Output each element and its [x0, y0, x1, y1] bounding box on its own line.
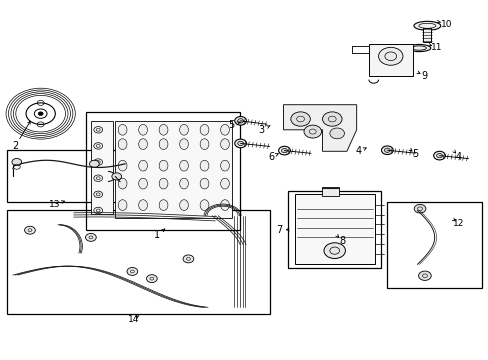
Circle shape — [433, 151, 445, 160]
Ellipse shape — [139, 139, 147, 149]
Circle shape — [146, 275, 157, 283]
Bar — [115, 121, 232, 218]
Circle shape — [381, 146, 392, 154]
Bar — [91, 121, 113, 214]
Circle shape — [324, 243, 345, 258]
Text: 11: 11 — [430, 43, 442, 52]
Bar — [294, 194, 374, 264]
Text: 12: 12 — [452, 219, 464, 228]
Circle shape — [183, 255, 193, 263]
Polygon shape — [283, 105, 356, 151]
Circle shape — [89, 160, 99, 167]
Circle shape — [234, 139, 246, 148]
Ellipse shape — [220, 125, 229, 135]
Circle shape — [237, 119, 243, 123]
Ellipse shape — [220, 200, 229, 211]
Circle shape — [24, 226, 35, 234]
Text: 1: 1 — [153, 230, 160, 239]
Ellipse shape — [139, 160, 147, 171]
Circle shape — [290, 112, 310, 126]
Ellipse shape — [179, 178, 188, 189]
Text: 3: 3 — [258, 125, 264, 135]
Ellipse shape — [200, 160, 208, 171]
Circle shape — [127, 267, 138, 275]
Circle shape — [38, 112, 43, 116]
Circle shape — [418, 271, 430, 280]
Ellipse shape — [179, 125, 188, 135]
Circle shape — [384, 148, 389, 152]
Ellipse shape — [159, 160, 167, 171]
Bar — [6, 211, 269, 315]
Bar — [368, 44, 412, 76]
Circle shape — [304, 125, 321, 138]
Circle shape — [329, 128, 344, 139]
Circle shape — [237, 141, 243, 145]
Ellipse shape — [118, 139, 127, 149]
Ellipse shape — [220, 178, 229, 189]
Text: 2: 2 — [12, 141, 19, 151]
Circle shape — [436, 153, 442, 158]
Circle shape — [413, 204, 425, 213]
Ellipse shape — [179, 200, 188, 211]
Ellipse shape — [118, 125, 127, 135]
Ellipse shape — [200, 139, 208, 149]
Text: 9: 9 — [421, 71, 427, 81]
Bar — [423, 28, 430, 42]
Text: 5: 5 — [411, 149, 417, 159]
Text: 7: 7 — [276, 225, 282, 235]
Ellipse shape — [139, 178, 147, 189]
Ellipse shape — [139, 200, 147, 211]
Bar — [386, 202, 481, 288]
Bar — [321, 187, 338, 196]
Text: 4: 4 — [455, 152, 461, 162]
Circle shape — [281, 148, 287, 153]
Text: 8: 8 — [338, 236, 345, 246]
Text: 13: 13 — [48, 200, 60, 209]
Circle shape — [378, 47, 402, 65]
Text: 4: 4 — [355, 146, 362, 156]
Ellipse shape — [200, 200, 208, 211]
Ellipse shape — [200, 178, 208, 189]
Text: 6: 6 — [268, 152, 274, 162]
Ellipse shape — [179, 139, 188, 149]
Circle shape — [94, 207, 102, 214]
Ellipse shape — [200, 125, 208, 135]
Ellipse shape — [220, 139, 229, 149]
Ellipse shape — [118, 200, 127, 211]
Circle shape — [85, 233, 96, 241]
Ellipse shape — [220, 160, 229, 171]
Ellipse shape — [179, 160, 188, 171]
Circle shape — [94, 191, 102, 198]
Ellipse shape — [118, 160, 127, 171]
Bar — [288, 191, 380, 268]
Text: 14: 14 — [127, 315, 139, 324]
Circle shape — [12, 158, 21, 166]
Circle shape — [94, 143, 102, 149]
Ellipse shape — [159, 139, 167, 149]
Ellipse shape — [159, 200, 167, 211]
Text: 10: 10 — [440, 19, 452, 28]
Circle shape — [234, 117, 246, 125]
Circle shape — [94, 127, 102, 133]
Circle shape — [322, 112, 341, 126]
Ellipse shape — [413, 21, 440, 30]
Circle shape — [94, 159, 102, 165]
Circle shape — [112, 173, 122, 180]
Text: 5: 5 — [227, 121, 233, 130]
Ellipse shape — [159, 178, 167, 189]
Circle shape — [94, 175, 102, 181]
Circle shape — [278, 146, 290, 155]
Ellipse shape — [118, 178, 127, 189]
Bar — [86, 112, 239, 230]
Bar — [6, 149, 144, 202]
Ellipse shape — [139, 125, 147, 135]
Ellipse shape — [407, 44, 430, 51]
Ellipse shape — [159, 125, 167, 135]
